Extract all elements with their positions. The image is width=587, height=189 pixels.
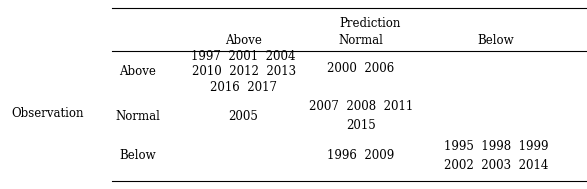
Text: 2007  2008  2011: 2007 2008 2011: [309, 100, 413, 113]
Text: Below: Below: [120, 149, 156, 162]
Text: Prediction: Prediction: [339, 17, 400, 30]
Text: Normal: Normal: [116, 110, 160, 123]
Text: 2002  2003  2014: 2002 2003 2014: [444, 159, 548, 172]
Text: Above: Above: [120, 65, 156, 78]
Text: Observation: Observation: [12, 107, 85, 120]
Text: Normal: Normal: [339, 34, 383, 47]
Text: 2015: 2015: [346, 119, 376, 132]
Text: 2000  2006: 2000 2006: [328, 63, 394, 75]
Text: 1997  2001  2004: 1997 2001 2004: [191, 50, 296, 63]
Text: 2005: 2005: [229, 110, 258, 123]
Text: Below: Below: [478, 34, 514, 47]
Text: 1995  1998  1999: 1995 1998 1999: [444, 140, 548, 153]
Text: 1996  2009: 1996 2009: [328, 149, 394, 162]
Text: Above: Above: [225, 34, 262, 47]
Text: 2016  2017: 2016 2017: [210, 81, 277, 94]
Text: 2010  2012  2013: 2010 2012 2013: [191, 65, 296, 78]
